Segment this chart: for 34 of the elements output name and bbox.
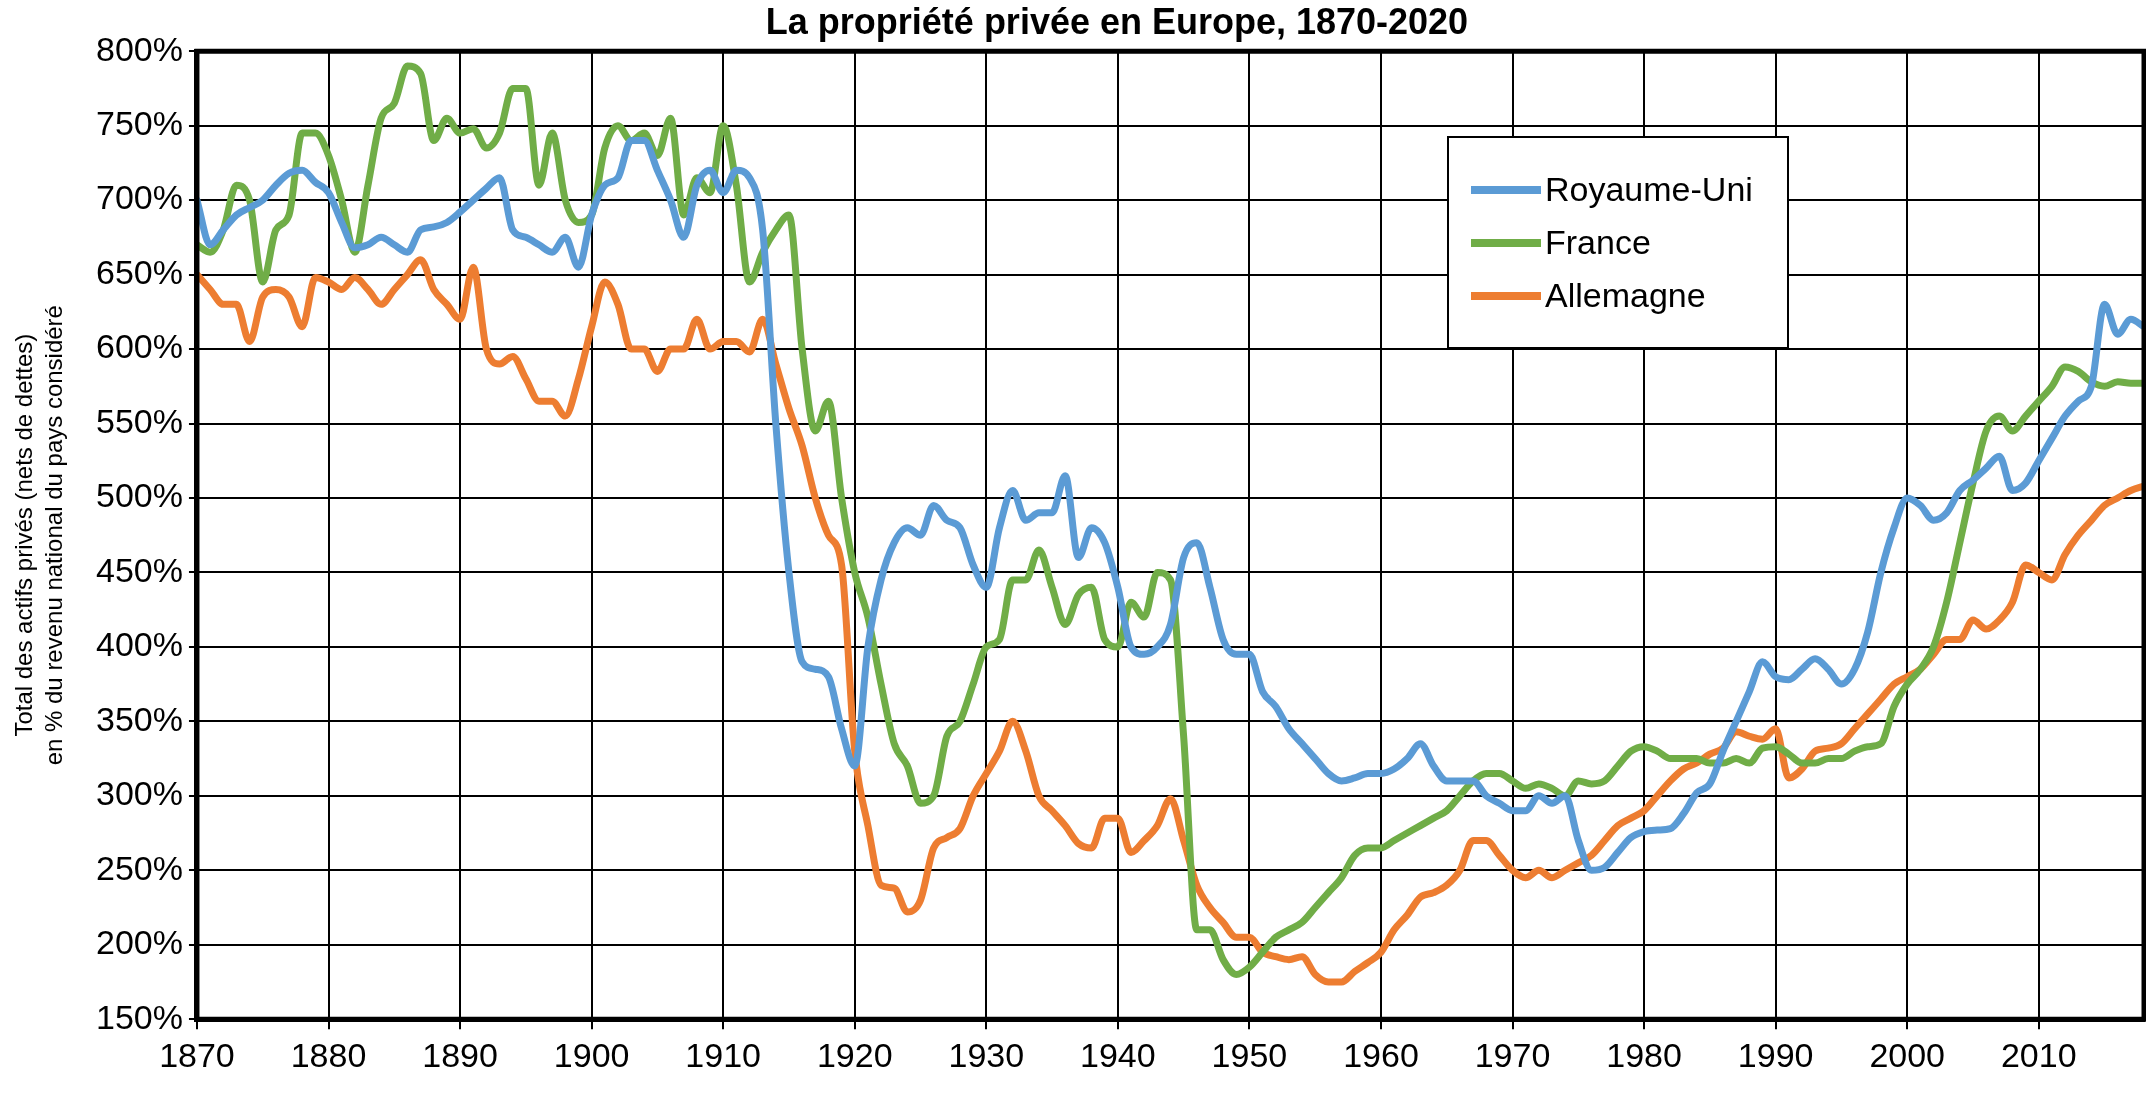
x-tick-label: 2000: [1869, 1035, 1946, 1074]
y-tick-label: 150%: [95, 997, 183, 1036]
y-tick-label: 750%: [95, 104, 183, 143]
y-tick-label: 450%: [95, 550, 183, 589]
x-tick-label: 1900: [553, 1035, 630, 1074]
x-tick-label: 2010: [2000, 1035, 2077, 1074]
x-tick-label: 1870: [159, 1035, 235, 1074]
legend-label: Royaume-Uni: [1545, 170, 1753, 210]
x-tick-label: 1990: [1737, 1035, 1814, 1074]
y-tick-label: 800%: [95, 29, 183, 68]
y-tick-label: 500%: [95, 476, 183, 515]
y-tick-label: 300%: [95, 774, 183, 813]
y-tick-label: 250%: [95, 848, 183, 887]
y-tick-label: 350%: [95, 699, 183, 738]
y-axis-title: Total des actifs privés (nets de dettes) en % du revenu national du pays considéré: [9, 305, 67, 766]
x-tick-label: 1970: [1474, 1035, 1551, 1074]
y-tick-label: 200%: [95, 923, 183, 962]
chart-title: La propriété privée en Europe, 1870-2020: [765, 0, 1469, 42]
x-tick-label: 1980: [1606, 1035, 1682, 1074]
x-tick-label: 1940: [1080, 1035, 1156, 1074]
y-tick-label: 600%: [95, 327, 183, 366]
x-tick-label: 1920: [816, 1035, 893, 1074]
x-tick-label: 1880: [290, 1035, 367, 1074]
y-tick-label: 550%: [95, 401, 183, 440]
legend-label: France: [1545, 223, 1651, 263]
y-tick-label: 650%: [95, 252, 183, 291]
y-tick-label: 700%: [95, 178, 183, 217]
x-tick-label: 1950: [1211, 1035, 1288, 1074]
legend-label: Allemagne: [1545, 276, 1706, 316]
x-tick-label: 1960: [1343, 1035, 1419, 1074]
x-tick-label: 1930: [948, 1035, 1025, 1074]
x-tick-label: 1910: [685, 1035, 762, 1074]
x-tick-label: 1890: [422, 1035, 498, 1074]
y-tick-label: 400%: [95, 625, 183, 664]
